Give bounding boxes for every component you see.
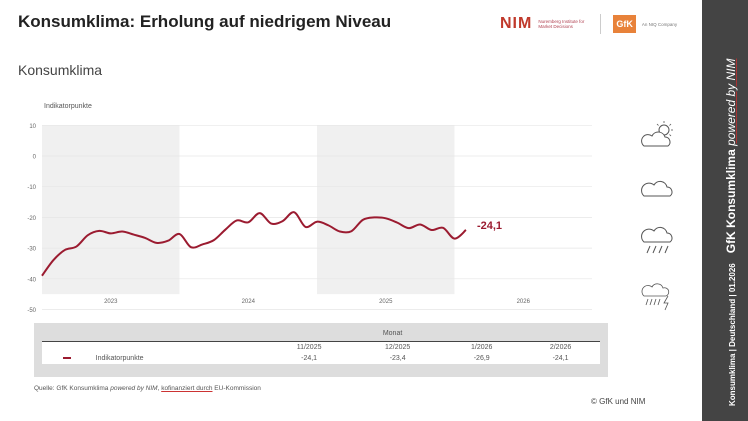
y-tick-label: -30 xyxy=(27,247,36,253)
y-tick-label: -50 xyxy=(27,308,36,314)
table-cell: -24,1 xyxy=(265,352,354,364)
weather-icons xyxy=(640,120,676,336)
y-tick-label: 10 xyxy=(29,124,36,130)
y-tick-label: -20 xyxy=(27,216,36,222)
side-brand: GfK Konsumklima xyxy=(724,149,738,254)
table-group-header: Monat xyxy=(382,330,403,338)
source-rest: EU-Kommission xyxy=(212,385,261,392)
chart-subtitle: Konsumklima xyxy=(18,62,103,78)
x-tick-label: 2026 xyxy=(517,299,531,305)
page-title: Konsumklima: Erholung auf niedrigem Nive… xyxy=(18,12,392,31)
legend-swatch xyxy=(62,356,71,359)
logos: NIM Nuremberg Institute for Market Decis… xyxy=(500,14,677,34)
month-header: 2/2026 xyxy=(521,341,600,353)
source-link[interactable]: kofinanziert durch xyxy=(161,385,213,392)
month-header: 1/2026 xyxy=(442,341,522,353)
source-note: Quelle: GfK Konsumklima powered by NIM, … xyxy=(34,385,261,392)
gfk-logo-text: An NIQ Company xyxy=(641,21,678,27)
logo-divider xyxy=(600,14,602,34)
data-table: Monat 11/2025 12/2025 1/2026 2/2026 Indi… xyxy=(34,323,608,377)
side-powered: powered by NIM xyxy=(724,58,738,146)
copyright: © GfK und NIM xyxy=(591,397,646,406)
x-tick-label: 2025 xyxy=(379,299,393,305)
month-header: 12/2025 xyxy=(353,341,443,353)
side-banner xyxy=(702,0,748,421)
gfk-logo: GfK xyxy=(613,15,636,33)
side-meta: Konsumklima | Deutschland | 01.2026 xyxy=(728,263,737,406)
table-cell: -24,1 xyxy=(521,352,600,364)
row-label: Indikatorpunkte xyxy=(91,352,266,364)
source-italic: powered by NIM xyxy=(110,385,158,392)
source-text: Quelle: GfK Konsumklima xyxy=(34,385,111,392)
y-tick-label: -10 xyxy=(27,185,36,191)
table-cell: -26,9 xyxy=(442,352,522,364)
nim-logo: NIM xyxy=(500,15,533,32)
rain-cloud-icon xyxy=(641,226,673,254)
table-row: Indikatorpunkte -24,1 -23,4 -26,9 -24,1 xyxy=(42,352,600,364)
year-band xyxy=(42,125,180,295)
nim-logo-text: Nuremberg Institute for Market Decisions xyxy=(538,19,585,29)
y-tick-label: -40 xyxy=(27,277,36,283)
month-header: 11/2025 xyxy=(265,341,354,353)
series-line-indikatorpunkte xyxy=(41,211,467,277)
side-banner-text: Konsumklima | Deutschland | 01.2026 GfK … xyxy=(724,59,738,406)
y-axis-label: Indikatorpunkte xyxy=(44,103,92,110)
sun-cloud-icon xyxy=(641,121,673,147)
year-band xyxy=(317,125,455,295)
cloud-icon xyxy=(641,180,673,197)
table-cell: -23,4 xyxy=(353,352,443,364)
x-tick-label: 2024 xyxy=(242,299,256,305)
end-value-label: -24,1 xyxy=(477,220,502,232)
y-tick-label: 0 xyxy=(33,155,37,161)
source-sep: , xyxy=(157,385,162,392)
thunderstorm-icon xyxy=(641,283,670,311)
x-tick-label: 2023 xyxy=(104,299,118,305)
